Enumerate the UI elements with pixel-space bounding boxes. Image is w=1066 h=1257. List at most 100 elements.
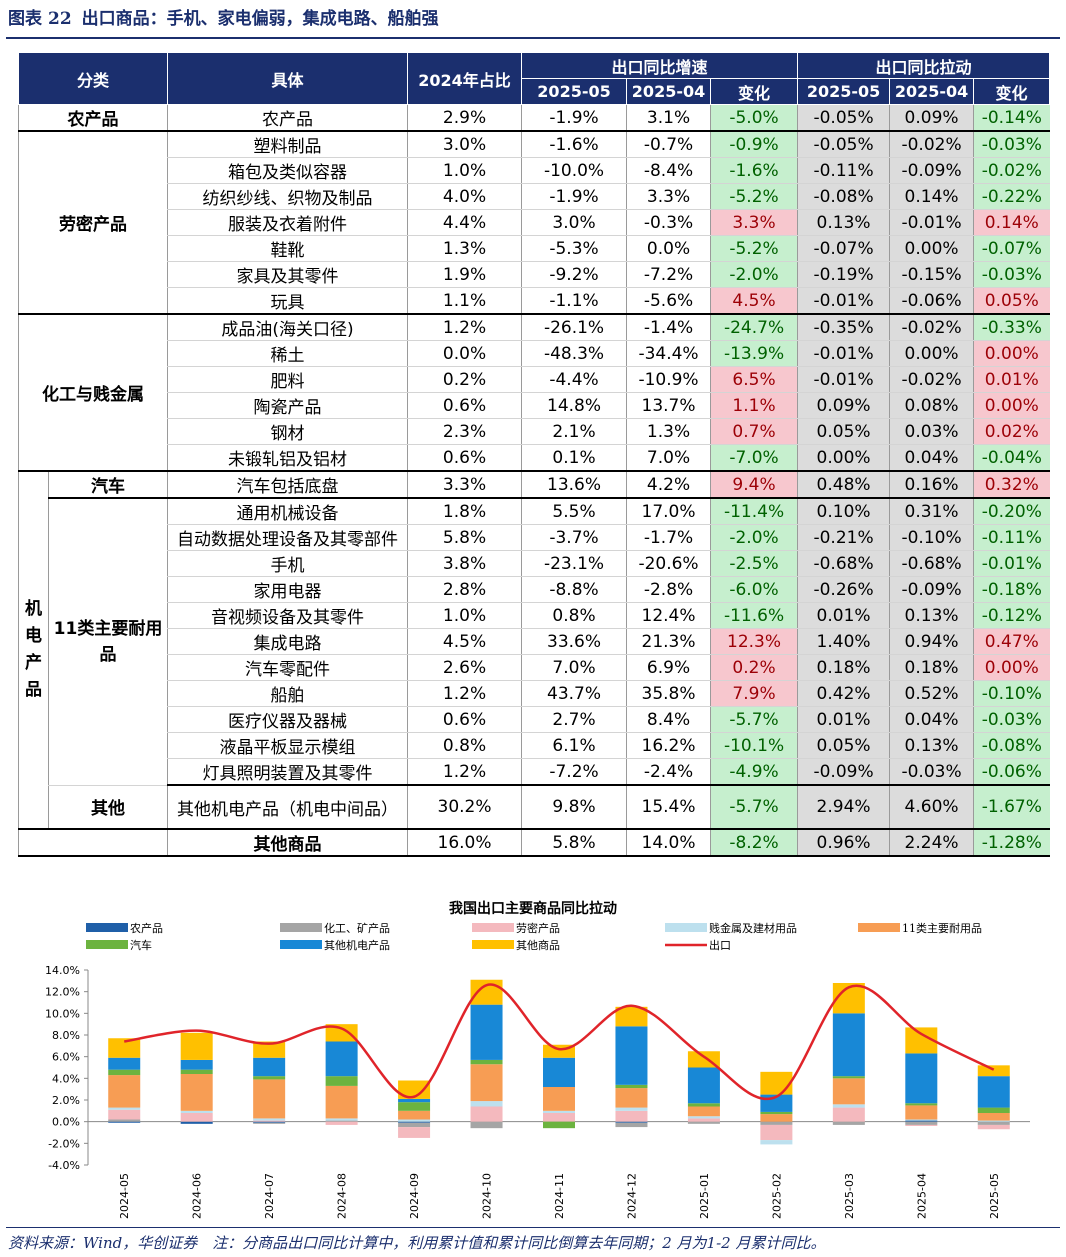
bar-segment [470,1004,503,1060]
bar-segment [253,1121,286,1123]
bar-segment [543,1057,575,1087]
share-cell: 1.0% [407,157,522,184]
pull-m1-cell: 0.10% [797,498,890,525]
item-name: 汽车包括底盘 [167,471,408,499]
growth-m1-cell: 2.1% [521,418,627,445]
legend-label: 贱金属及建材用品 [709,921,797,935]
growth-m2-cell: -1.7% [626,524,711,551]
growth-change-cell: -4.9% [710,758,798,786]
share-cell: 30.2% [407,785,522,830]
bar-segment [253,1120,286,1122]
share-cell: 1.1% [407,287,522,315]
growth-change-cell: 12.3% [710,628,798,655]
legend-label: 劳密产品 [516,921,560,935]
item-name: 医疗仪器及器械 [167,706,408,733]
share-cell: 2.9% [407,104,522,132]
pull-m2-cell: -0.06% [889,287,974,315]
header-growth-group: 出口同比增速 [521,52,799,79]
item-name: 农产品 [167,104,408,132]
growth-change-cell: -5.2% [710,183,798,210]
pull-m2-cell: 0.08% [889,392,974,419]
pull-m2-cell: 0.52% [889,680,974,707]
growth-m1-cell: -1.9% [521,104,627,132]
growth-change-cell: -11.6% [710,602,798,629]
pull-m2-cell: -0.02% [889,314,974,341]
category-chem: 化工与贱金属 [17,314,168,472]
pull-m1-cell: 2.94% [797,785,890,830]
pull-m2-cell: 0.94% [889,628,974,655]
pull-change-cell: -0.03% [973,261,1050,288]
share-cell: 1.0% [407,602,522,629]
item-name: 自动数据处理设备及其零部件 [167,524,408,551]
share-cell: 1.2% [407,680,522,707]
bar-segment [687,1121,720,1124]
x-tick-label: 2024-08 [336,1173,349,1219]
growth-m1-cell: 33.6% [521,628,627,655]
y-tick-label: 12.0% [45,986,80,999]
pull-change-cell: -0.18% [973,576,1050,603]
bar-segment [905,1119,938,1121]
bar-segment [253,1057,286,1077]
bar-segment [977,1121,1010,1125]
growth-m2-cell: 4.2% [626,471,711,499]
pull-m1-cell: 0.01% [797,706,890,733]
legend-swatch [472,923,514,932]
share-cell: 1.2% [407,758,522,786]
figure-label: 图表 [8,9,42,29]
growth-m2-cell: 12.4% [626,602,711,629]
pull-m2-cell: -0.10% [889,524,974,551]
x-tick-label: 2024-05 [118,1173,131,1219]
pull-m1-cell: 0.00% [797,444,890,472]
table-row: 家具及其零件 1.9% -9.2% -7.2% -2.0% -0.19% -0.15% -0.… [19,261,1050,288]
share-cell: 4.5% [407,628,522,655]
x-tick-label: 2024-06 [191,1173,204,1219]
table-row: 音视频设备及其零件 1.0% 0.8% 12.4% -11.6% 0.01% 0.13% -0… [19,602,1050,629]
pull-change-cell: -0.33% [973,314,1050,341]
bar-segment [325,1041,358,1077]
bar-segment [760,1114,793,1122]
y-tick-label: 2.0% [52,1094,80,1107]
bar-segment [832,1107,865,1122]
pull-m1-cell: 0.09% [797,392,890,419]
pull-m1-cell: -0.11% [797,157,890,184]
category-mech-char: 品 [25,680,42,700]
growth-change-cell: 9.4% [710,471,798,499]
header-pull-group: 出口同比拉动 [797,52,1051,79]
growth-m1-cell: 7.0% [521,654,627,681]
bar-segment [760,1121,793,1125]
bar-segment [615,1088,648,1108]
pull-m1-cell: -0.07% [797,235,890,262]
bar-segment [615,1026,648,1085]
table-header: 分类 具体 2024年占比 出口同比增速 出口同比拉动 2025-05 2025… [17,52,1051,105]
growth-m1-cell: -48.3% [521,340,627,367]
item-name: 服装及衣着附件 [167,209,408,236]
header-category: 分类 [17,52,169,105]
share-cell: 4.4% [407,209,522,236]
item-name: 玩具 [167,287,408,315]
share-cell: 5.8% [407,524,522,551]
bar-segment [977,1065,1010,1077]
bar-segment [687,1116,720,1119]
share-cell: 1.8% [407,498,522,525]
header-pull-m1: 2025-05 [797,78,891,105]
growth-change-cell: -6.0% [710,576,798,603]
pull-m1-cell: 0.96% [797,829,890,857]
item-name: 通用机械设备 [167,498,408,525]
bar-segment [108,1075,141,1108]
legend-swatch [86,923,128,932]
growth-m1-cell: -26.1% [521,314,627,341]
pull-m2-cell: 0.03% [889,418,974,445]
share-cell: 0.0% [407,340,522,367]
figure-title-text: 出口商品：手机、家电偏弱，集成电路、船舶强 [81,9,439,29]
growth-m1-cell: -5.3% [521,235,627,262]
growth-m2-cell: 3.3% [626,183,711,210]
pull-m1-cell: -0.05% [797,131,890,158]
bar-segment [470,1121,503,1129]
bar-segment [398,1080,431,1099]
growth-change-cell: -0.9% [710,131,798,158]
table-row: 劳密产品 塑料制品 3.0% -1.6% -0.7% -0.9% -0.05% -0.02% -… [17,131,1050,315]
pull-m2-cell: -0.01% [889,209,974,236]
item-name: 未锻轧铝及铝材 [167,444,408,472]
growth-change-cell: -5.2% [710,235,798,262]
growth-change-cell: 7.9% [710,680,798,707]
